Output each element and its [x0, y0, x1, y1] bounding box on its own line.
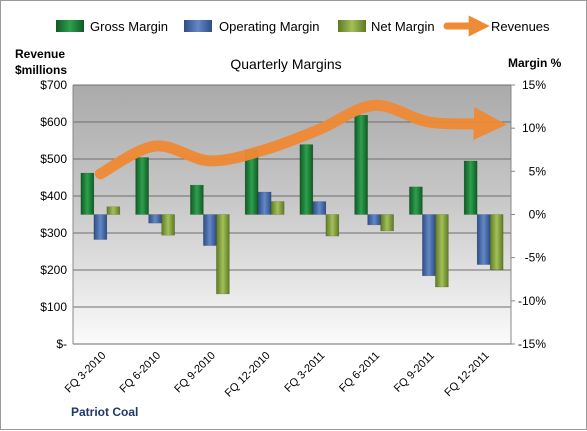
net-margin-bar — [326, 215, 339, 237]
net-margin-bar — [162, 215, 175, 236]
gross-margin-bar — [190, 185, 203, 214]
left-tick-label: $- — [56, 337, 67, 351]
net-margin-bar — [435, 215, 448, 288]
x-tick-label: FQ 6-2010 — [118, 350, 164, 396]
legend-label-net-margin: Net Margin — [371, 19, 435, 34]
x-tick-label: FQ 3-2010 — [63, 350, 109, 396]
operating-margin-bar — [94, 215, 107, 240]
left-tick-label: $600 — [40, 115, 67, 129]
operating-margin-bar — [203, 215, 216, 246]
left-axis-ticks: $700 $600 $500 $400 $300 $200 $100 $- — [40, 78, 67, 351]
operating-margin-bar — [258, 192, 271, 214]
gross-margin-bar — [464, 161, 477, 215]
right-tick-label: -15% — [518, 337, 546, 351]
x-tick-label: FQ 3-2011 — [282, 350, 327, 395]
right-tick-label: 15% — [522, 78, 546, 92]
left-tick-label: $500 — [40, 152, 67, 166]
left-tick-label: $200 — [40, 263, 67, 277]
x-tick-label: FQ 12-2011 — [442, 350, 491, 399]
legend-swatch-net-margin — [338, 20, 366, 32]
right-axis-ticks: 15% 10% 5% 0% -5% -10% -15% — [511, 78, 546, 351]
gross-margin-bar — [136, 158, 149, 215]
right-axis-title: Margin % — [508, 56, 562, 70]
legend: Gross Margin Operating Margin Net Margin… — [56, 19, 550, 34]
company-name: Patriot Coal — [71, 405, 138, 419]
operating-margin-bar — [368, 215, 381, 225]
gross-margin-bar — [355, 115, 368, 214]
operating-margin-bar — [149, 215, 162, 224]
left-axis-title-line1: Revenue — [15, 47, 65, 61]
right-tick-label: 5% — [529, 164, 547, 178]
gross-margin-bar — [300, 145, 313, 215]
net-margin-bar — [216, 215, 229, 294]
right-tick-label: 10% — [522, 121, 546, 135]
legend-label-revenues: Revenues — [491, 19, 550, 34]
right-tick-label: -10% — [518, 294, 546, 308]
legend-label-operating-margin: Operating Margin — [219, 19, 319, 34]
left-tick-label: $400 — [40, 189, 67, 203]
x-tick-label: FQ 9-2011 — [392, 350, 437, 395]
operating-margin-bar — [422, 215, 435, 276]
left-axis-title-line2: $millions — [15, 63, 67, 77]
x-tick-label: FQ 6-2011 — [337, 350, 382, 395]
legend-swatch-gross-margin — [56, 20, 84, 32]
net-margin-bar — [381, 215, 394, 231]
operating-margin-bar — [477, 215, 490, 265]
right-tick-label: -5% — [525, 251, 547, 265]
chart-title: Quarterly Margins — [230, 56, 341, 72]
gross-margin-bar — [409, 187, 422, 215]
legend-label-gross-margin: Gross Margin — [90, 19, 168, 34]
x-tick-label: FQ 12-2010 — [223, 350, 273, 400]
right-tick-label: 0% — [529, 208, 547, 222]
net-margin-bar — [490, 215, 503, 270]
net-margin-bar — [271, 202, 284, 215]
legend-swatch-operating-margin — [184, 20, 212, 32]
operating-margin-bar — [313, 202, 326, 215]
gross-margin-bar — [81, 173, 94, 214]
left-tick-label: $700 — [40, 78, 67, 92]
x-tick-label: FQ 9-2010 — [172, 350, 218, 396]
net-margin-bar — [107, 207, 120, 215]
left-tick-label: $300 — [40, 226, 67, 240]
left-tick-label: $100 — [40, 300, 67, 314]
